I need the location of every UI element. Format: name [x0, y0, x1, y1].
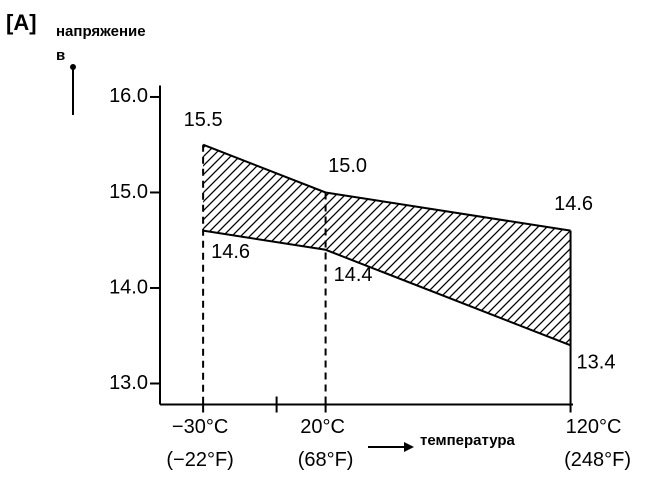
x-tick-sublabel: (248°F) — [564, 449, 631, 471]
y-tick-label: 15.0 — [109, 181, 148, 203]
x-tick-sublabel: (68°F) — [298, 449, 354, 471]
chart-title: [A] — [6, 10, 37, 35]
x-tick-label: 120°C — [566, 416, 622, 438]
x-tick-sublabel: (−22°F) — [166, 449, 233, 471]
x-axis-label: температура — [420, 432, 516, 449]
data-label: 14.6 — [554, 193, 593, 215]
data-label: 14.6 — [211, 241, 250, 263]
x-tick-label: −30°C — [172, 416, 228, 438]
series-line — [202, 229, 571, 347]
y-axis-label: напряжение — [56, 23, 146, 40]
data-label: 14.4 — [334, 264, 373, 286]
data-label: 15.5 — [184, 109, 223, 131]
x-tick-label: 20°C — [300, 416, 345, 438]
x-arrow-head — [404, 442, 414, 452]
range-fill — [203, 144, 571, 346]
y-tick-label: 14.0 — [109, 276, 148, 298]
data-label: 15.0 — [328, 155, 367, 177]
data-label: 13.4 — [577, 352, 616, 374]
y-tick-label: 13.0 — [109, 372, 148, 394]
y-tick-label: 16.0 — [109, 85, 148, 107]
y-arrow-head — [70, 64, 76, 70]
y-axis-unit: в — [56, 47, 65, 64]
